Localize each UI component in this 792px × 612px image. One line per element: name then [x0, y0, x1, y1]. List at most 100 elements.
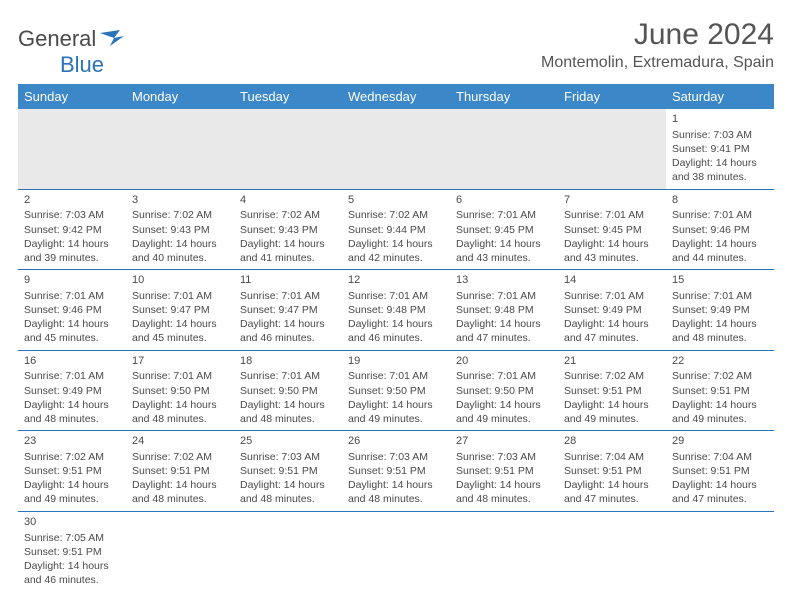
col-saturday: Saturday — [666, 84, 774, 109]
sunrise-text: Sunrise: 7:01 AM — [348, 289, 444, 303]
day-number: 20 — [456, 354, 552, 369]
calendar-cell: 19Sunrise: 7:01 AMSunset: 9:50 PMDayligh… — [342, 350, 450, 431]
sunset-text: Sunset: 9:50 PM — [132, 384, 228, 398]
daylight-text: Daylight: 14 hours and 47 minutes. — [456, 317, 552, 345]
day-number: 14 — [564, 273, 660, 288]
sunrise-text: Sunrise: 7:04 AM — [564, 450, 660, 464]
daylight-text: Daylight: 14 hours and 48 minutes. — [672, 317, 768, 345]
day-number: 8 — [672, 193, 768, 208]
col-monday: Monday — [126, 84, 234, 109]
daylight-text: Daylight: 14 hours and 48 minutes. — [456, 478, 552, 506]
sunset-text: Sunset: 9:51 PM — [24, 464, 120, 478]
sunrise-text: Sunrise: 7:03 AM — [456, 450, 552, 464]
sunrise-text: Sunrise: 7:01 AM — [672, 208, 768, 222]
day-number: 29 — [672, 434, 768, 449]
calendar-cell — [558, 511, 666, 591]
day-number: 25 — [240, 434, 336, 449]
sunset-text: Sunset: 9:51 PM — [24, 545, 120, 559]
daylight-text: Daylight: 14 hours and 47 minutes. — [564, 317, 660, 345]
sunrise-text: Sunrise: 7:01 AM — [456, 208, 552, 222]
sunset-text: Sunset: 9:51 PM — [348, 464, 444, 478]
sunset-text: Sunset: 9:44 PM — [348, 223, 444, 237]
daylight-text: Daylight: 14 hours and 46 minutes. — [348, 317, 444, 345]
day-number: 2 — [24, 193, 120, 208]
calendar-cell: 23Sunrise: 7:02 AMSunset: 9:51 PMDayligh… — [18, 431, 126, 512]
calendar-cell — [126, 511, 234, 591]
calendar-cell — [234, 109, 342, 189]
calendar-cell: 5Sunrise: 7:02 AMSunset: 9:44 PMDaylight… — [342, 189, 450, 270]
calendar-cell — [126, 109, 234, 189]
calendar-cell: 26Sunrise: 7:03 AMSunset: 9:51 PMDayligh… — [342, 431, 450, 512]
day-number: 22 — [672, 354, 768, 369]
sunrise-text: Sunrise: 7:02 AM — [672, 369, 768, 383]
sunset-text: Sunset: 9:51 PM — [564, 384, 660, 398]
calendar-cell: 4Sunrise: 7:02 AMSunset: 9:43 PMDaylight… — [234, 189, 342, 270]
calendar-cell: 30Sunrise: 7:05 AMSunset: 9:51 PMDayligh… — [18, 511, 126, 591]
sunrise-text: Sunrise: 7:03 AM — [672, 128, 768, 142]
sunset-text: Sunset: 9:51 PM — [564, 464, 660, 478]
sunset-text: Sunset: 9:45 PM — [456, 223, 552, 237]
calendar-row: 16Sunrise: 7:01 AMSunset: 9:49 PMDayligh… — [18, 350, 774, 431]
calendar-cell — [666, 511, 774, 591]
sunrise-text: Sunrise: 7:01 AM — [672, 289, 768, 303]
sunset-text: Sunset: 9:47 PM — [240, 303, 336, 317]
calendar-cell — [450, 511, 558, 591]
day-number: 11 — [240, 273, 336, 288]
sunset-text: Sunset: 9:46 PM — [24, 303, 120, 317]
day-number: 16 — [24, 354, 120, 369]
calendar-table: Sunday Monday Tuesday Wednesday Thursday… — [18, 84, 774, 591]
sunrise-text: Sunrise: 7:02 AM — [132, 208, 228, 222]
calendar-cell: 20Sunrise: 7:01 AMSunset: 9:50 PMDayligh… — [450, 350, 558, 431]
sunrise-text: Sunrise: 7:03 AM — [24, 208, 120, 222]
sunrise-text: Sunrise: 7:02 AM — [132, 450, 228, 464]
sunset-text: Sunset: 9:42 PM — [24, 223, 120, 237]
calendar-body: 1Sunrise: 7:03 AMSunset: 9:41 PMDaylight… — [18, 109, 774, 591]
page-title: June 2024 — [541, 18, 774, 52]
sunrise-text: Sunrise: 7:01 AM — [24, 289, 120, 303]
sunrise-text: Sunrise: 7:03 AM — [240, 450, 336, 464]
sunset-text: Sunset: 9:45 PM — [564, 223, 660, 237]
logo-word-blue: Blue — [18, 52, 104, 77]
sunset-text: Sunset: 9:41 PM — [672, 142, 768, 156]
logo: General Blue — [18, 18, 128, 78]
day-number: 6 — [456, 193, 552, 208]
col-friday: Friday — [558, 84, 666, 109]
calendar-cell — [342, 511, 450, 591]
calendar-cell: 10Sunrise: 7:01 AMSunset: 9:47 PMDayligh… — [126, 270, 234, 351]
daylight-text: Daylight: 14 hours and 48 minutes. — [132, 398, 228, 426]
sunset-text: Sunset: 9:50 PM — [348, 384, 444, 398]
sunset-text: Sunset: 9:49 PM — [672, 303, 768, 317]
sunrise-text: Sunrise: 7:02 AM — [564, 369, 660, 383]
sunrise-text: Sunrise: 7:01 AM — [564, 208, 660, 222]
daylight-text: Daylight: 14 hours and 48 minutes. — [132, 478, 228, 506]
daylight-text: Daylight: 14 hours and 49 minutes. — [24, 478, 120, 506]
sunset-text: Sunset: 9:47 PM — [132, 303, 228, 317]
sunset-text: Sunset: 9:49 PM — [564, 303, 660, 317]
calendar-cell: 27Sunrise: 7:03 AMSunset: 9:51 PMDayligh… — [450, 431, 558, 512]
calendar-cell: 7Sunrise: 7:01 AMSunset: 9:45 PMDaylight… — [558, 189, 666, 270]
day-number: 12 — [348, 273, 444, 288]
calendar-row: 23Sunrise: 7:02 AMSunset: 9:51 PMDayligh… — [18, 431, 774, 512]
daylight-text: Daylight: 14 hours and 42 minutes. — [348, 237, 444, 265]
calendar-cell — [234, 511, 342, 591]
daylight-text: Daylight: 14 hours and 38 minutes. — [672, 156, 768, 184]
daylight-text: Daylight: 14 hours and 45 minutes. — [132, 317, 228, 345]
day-number: 9 — [24, 273, 120, 288]
sunset-text: Sunset: 9:51 PM — [456, 464, 552, 478]
calendar-cell: 3Sunrise: 7:02 AMSunset: 9:43 PMDaylight… — [126, 189, 234, 270]
daylight-text: Daylight: 14 hours and 49 minutes. — [456, 398, 552, 426]
logo-text: General Blue — [18, 26, 128, 78]
sunset-text: Sunset: 9:48 PM — [456, 303, 552, 317]
calendar-cell: 6Sunrise: 7:01 AMSunset: 9:45 PMDaylight… — [450, 189, 558, 270]
sunset-text: Sunset: 9:43 PM — [132, 223, 228, 237]
sunset-text: Sunset: 9:51 PM — [672, 464, 768, 478]
calendar-cell — [18, 109, 126, 189]
col-thursday: Thursday — [450, 84, 558, 109]
calendar-cell: 8Sunrise: 7:01 AMSunset: 9:46 PMDaylight… — [666, 189, 774, 270]
calendar-cell: 24Sunrise: 7:02 AMSunset: 9:51 PMDayligh… — [126, 431, 234, 512]
calendar-cell: 29Sunrise: 7:04 AMSunset: 9:51 PMDayligh… — [666, 431, 774, 512]
day-number: 23 — [24, 434, 120, 449]
sunrise-text: Sunrise: 7:01 AM — [240, 289, 336, 303]
calendar-row: 1Sunrise: 7:03 AMSunset: 9:41 PMDaylight… — [18, 109, 774, 189]
sunset-text: Sunset: 9:51 PM — [132, 464, 228, 478]
